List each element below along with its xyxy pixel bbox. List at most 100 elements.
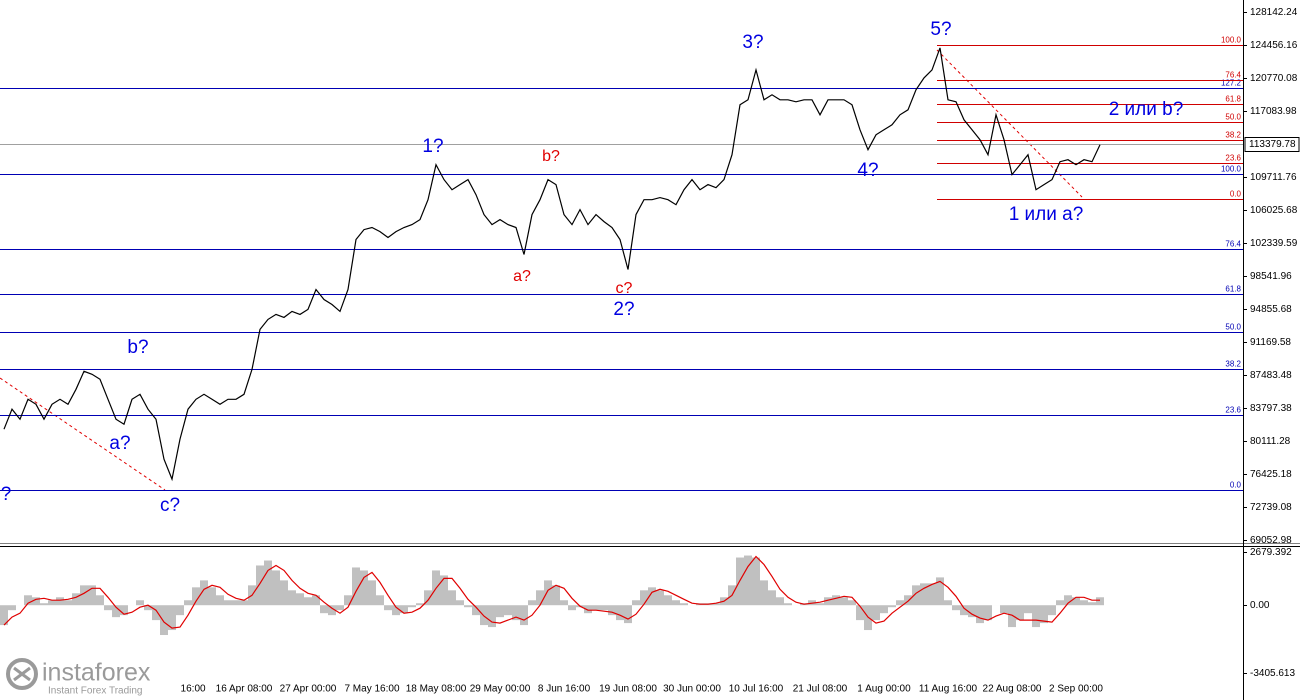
y-tick-label: 83797.38 bbox=[1250, 403, 1292, 414]
histogram-bar bbox=[424, 590, 432, 606]
histogram-bar bbox=[672, 600, 680, 606]
y-tick-label: 98541.96 bbox=[1250, 271, 1292, 282]
x-tick-label: 16 Apr 08:00 bbox=[216, 684, 273, 695]
fib-label: 50.0 bbox=[1225, 323, 1241, 332]
histogram-bar bbox=[360, 570, 368, 606]
x-tick-label: 30 Jun 00:00 bbox=[663, 684, 721, 695]
y-tick-label: 109711.76 bbox=[1250, 172, 1297, 183]
histogram-bar bbox=[1008, 605, 1016, 628]
logo-icon bbox=[6, 658, 38, 690]
x-tick-label: 2 Sep 00:00 bbox=[1049, 684, 1103, 695]
histogram-bar bbox=[624, 605, 632, 624]
last-price-label: 113379.78 bbox=[1249, 139, 1296, 150]
histogram-bar bbox=[48, 600, 56, 606]
histogram-bar bbox=[760, 580, 768, 606]
histogram-bar bbox=[680, 603, 688, 606]
histogram-bar bbox=[920, 583, 928, 606]
histogram-bar bbox=[1080, 600, 1088, 606]
fib-label: 100.0 bbox=[1221, 165, 1242, 174]
histogram-bar bbox=[528, 600, 536, 606]
histogram-bar bbox=[336, 605, 344, 611]
fib-label: 100.0 bbox=[1221, 36, 1242, 45]
histogram-bar bbox=[568, 605, 576, 611]
histogram-bar bbox=[952, 605, 960, 611]
y-tick-label: 80111.28 bbox=[1250, 436, 1291, 447]
histogram-bar bbox=[312, 595, 320, 606]
histogram-bar bbox=[752, 557, 760, 606]
fib-label: 0.0 bbox=[1230, 481, 1242, 490]
histogram-bar bbox=[560, 600, 568, 606]
histogram-bar bbox=[440, 575, 448, 606]
histogram-bar bbox=[256, 565, 264, 606]
x-tick-label: 19 Jun 08:00 bbox=[599, 684, 657, 695]
wave-label: b? bbox=[127, 337, 148, 358]
histogram-bar bbox=[872, 605, 880, 621]
histogram-bar bbox=[80, 585, 88, 606]
histogram-bar bbox=[896, 600, 904, 606]
wave-label: 2? bbox=[613, 299, 634, 320]
histogram-bar bbox=[168, 605, 176, 631]
histogram-bar bbox=[480, 605, 488, 626]
histogram-bar bbox=[320, 605, 328, 614]
histogram-bar bbox=[744, 555, 752, 606]
histogram-bar bbox=[816, 603, 824, 606]
y-tick-label: 106025.68 bbox=[1250, 205, 1298, 216]
histogram-bar bbox=[32, 597, 40, 606]
histogram-bar bbox=[784, 603, 792, 606]
histogram-bar bbox=[112, 605, 120, 618]
histogram-bar bbox=[456, 600, 464, 606]
wave-label: a? bbox=[513, 268, 531, 285]
histogram-bar bbox=[392, 605, 400, 616]
histogram-bar bbox=[1040, 605, 1048, 624]
histogram-bar bbox=[904, 595, 912, 606]
histogram-bar bbox=[120, 605, 128, 616]
wave-label: b? bbox=[542, 148, 560, 165]
x-tick-label: 22 Aug 08:00 bbox=[983, 684, 1042, 695]
wave-label: 1 или a? bbox=[1009, 204, 1084, 225]
histogram-bar bbox=[600, 605, 608, 611]
histogram-bar bbox=[160, 605, 168, 636]
histogram-bar bbox=[1048, 605, 1056, 616]
watermark: instaforex Instant Forex Trading bbox=[0, 655, 180, 700]
fib-label: 61.8 bbox=[1225, 285, 1241, 294]
histogram-bar bbox=[496, 605, 504, 618]
histogram-bar bbox=[880, 605, 888, 614]
histogram-bar bbox=[24, 595, 32, 606]
histogram-bar bbox=[912, 585, 920, 606]
histogram-bar bbox=[56, 597, 64, 606]
histogram-bar bbox=[176, 605, 184, 616]
histogram-bar bbox=[40, 603, 48, 606]
histogram-bar bbox=[1000, 605, 1008, 614]
histogram-bar bbox=[1064, 595, 1072, 606]
tagline: Instant Forex Trading bbox=[48, 686, 143, 697]
histogram-bar bbox=[824, 597, 832, 606]
wave-label: 1? bbox=[422, 136, 443, 157]
fib-label: 61.8 bbox=[1225, 95, 1241, 104]
y-tick-label: 102339.59 bbox=[1250, 238, 1298, 249]
histogram-bar bbox=[200, 580, 208, 606]
x-tick-label: 8 Jun 16:00 bbox=[538, 684, 591, 695]
histogram-bar bbox=[328, 605, 336, 616]
histogram-bar bbox=[848, 600, 856, 606]
histogram-bar bbox=[520, 605, 528, 626]
x-tick-label: 10 Jul 16:00 bbox=[729, 684, 784, 695]
histogram-bar bbox=[96, 595, 104, 606]
histogram-bar bbox=[464, 605, 472, 608]
histogram-bar bbox=[536, 590, 544, 606]
fib-label: 76.4 bbox=[1225, 71, 1241, 80]
signal-line bbox=[3, 555, 1100, 629]
histogram-bar bbox=[192, 587, 200, 606]
y2-tick-label: -3405.613 bbox=[1250, 668, 1295, 679]
histogram-bar bbox=[0, 605, 8, 626]
histogram-bar bbox=[104, 605, 112, 611]
histogram-bar bbox=[264, 560, 272, 606]
y-tick-label: 117083.98 bbox=[1250, 106, 1297, 117]
x-tick-label: 21 Jul 08:00 bbox=[793, 684, 848, 695]
wave-label: 4? bbox=[857, 160, 878, 181]
histogram-bar bbox=[656, 590, 664, 606]
histogram-bar bbox=[552, 585, 560, 606]
logo-icon bbox=[13, 666, 31, 682]
histogram-bar bbox=[592, 605, 600, 611]
